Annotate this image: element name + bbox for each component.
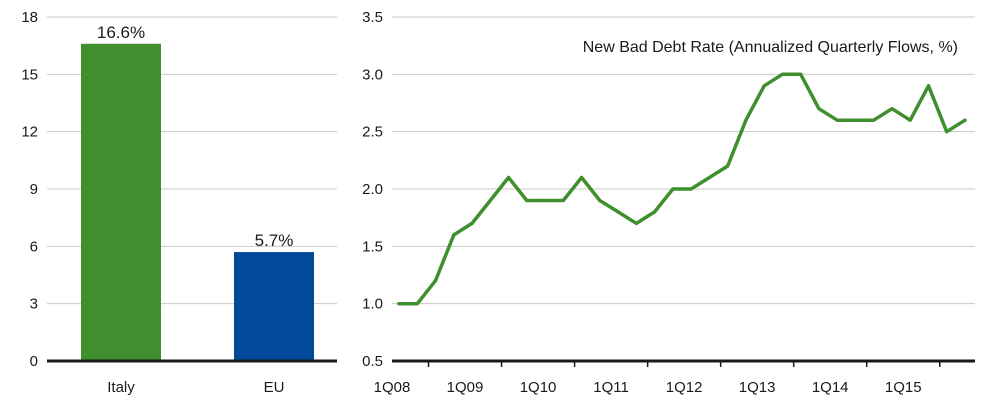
data-point <box>634 221 638 225</box>
left-y-tick-label: 9 <box>30 181 38 198</box>
right-y-tick-label: 1.0 <box>362 296 383 313</box>
data-point <box>908 118 912 122</box>
bar-italy <box>81 43 161 361</box>
x-category-label: EU <box>264 379 285 396</box>
data-point <box>689 187 693 191</box>
data-point <box>507 176 511 180</box>
left-y-tick-label: 12 <box>21 124 38 141</box>
data-point <box>762 84 766 88</box>
data-point <box>488 198 492 202</box>
data-point <box>817 107 821 111</box>
left-y-tick-label: 3 <box>30 296 38 313</box>
left-bar-chart: 0 3 6 9 12 15 18 16.6% Italy 5.7% EU <box>21 9 337 396</box>
data-point <box>653 210 657 214</box>
bar-data-label: 16.6% <box>97 23 145 42</box>
x-tick-label: 1Q14 <box>812 379 849 396</box>
right-line-chart: 0.5 1.0 1.5 2.0 2.5 3.0 3.5 New Bad Debt Rate (… <box>362 9 975 396</box>
data-point <box>872 118 876 122</box>
data-point <box>945 130 949 134</box>
left-y-tick-label: 18 <box>21 9 38 26</box>
x-tick-label: 1Q12 <box>666 379 703 396</box>
data-point <box>744 118 748 122</box>
data-point <box>726 164 730 168</box>
data-point <box>890 107 894 111</box>
bar-eu <box>234 252 314 361</box>
right-y-tick-label: 3.5 <box>362 9 383 26</box>
data-point <box>561 198 565 202</box>
left-y-tick-label: 6 <box>30 238 38 255</box>
right-y-tick-label: 3.0 <box>362 66 383 83</box>
data-point <box>835 118 839 122</box>
data-point <box>543 198 547 202</box>
data-point <box>926 84 930 88</box>
data-point <box>598 198 602 202</box>
x-tick-label: 1Q10 <box>520 379 557 396</box>
right-y-tick-label: 1.5 <box>362 238 383 255</box>
data-point <box>415 302 419 306</box>
data-point <box>397 302 401 306</box>
x-tick-label: 1Q09 <box>447 379 484 396</box>
bad-debt-rate-line <box>397 72 967 306</box>
left-y-tick-label: 0 <box>30 353 38 370</box>
right-y-tick-label: 0.5 <box>362 353 383 370</box>
data-point <box>525 198 529 202</box>
right-y-tick-label: 2.0 <box>362 181 383 198</box>
line-chart-title: New Bad Debt Rate (Annualized Quarterly … <box>583 39 958 56</box>
data-point <box>963 118 967 122</box>
x-tick-label: 1Q15 <box>885 379 922 396</box>
data-point <box>671 187 675 191</box>
data-point <box>853 118 857 122</box>
x-tick-label: 1Q08 <box>374 379 411 396</box>
data-point <box>452 233 456 237</box>
left-y-tick-label: 15 <box>21 66 38 83</box>
data-point <box>616 210 620 214</box>
data-point <box>580 176 584 180</box>
x-tick-label: 1Q11 <box>593 379 629 396</box>
data-point <box>707 176 711 180</box>
x-tick-label: 1Q13 <box>739 379 776 396</box>
data-point <box>470 221 474 225</box>
data-point <box>780 72 784 76</box>
data-point <box>799 72 803 76</box>
right-y-tick-label: 2.5 <box>362 124 383 141</box>
data-point <box>434 279 438 283</box>
bar-data-label: 5.7% <box>255 231 294 250</box>
x-category-label: Italy <box>107 379 135 396</box>
